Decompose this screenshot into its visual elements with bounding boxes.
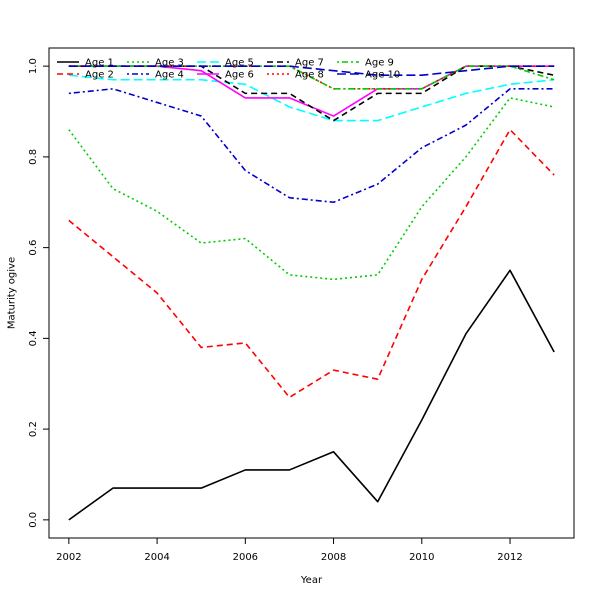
legend-label: Age 10 [365, 70, 400, 81]
legend-label: Age 2 [85, 70, 114, 81]
legend-label: Age 5 [225, 58, 254, 69]
x-tick-label: 2006 [233, 552, 258, 563]
legend-label: Age 7 [295, 58, 324, 69]
series-line-age-3 [68, 97, 555, 281]
legend-label: Age 1 [85, 58, 114, 69]
y-tick-label: 1.0 [28, 58, 39, 74]
y-axis: 0.0 0.2 0.4 0.6 0.8 1.0 [28, 58, 49, 528]
x-axis-title: Year [300, 575, 323, 586]
y-tick-label: 0.2 [28, 421, 39, 437]
y-tick-label: 0.4 [28, 330, 39, 346]
y-tick-label: 0.6 [28, 240, 39, 256]
series-line-age-1 [68, 269, 555, 521]
series-layer [68, 65, 555, 521]
series-line-age-10 [68, 65, 555, 77]
legend-label: Age 8 [295, 70, 324, 81]
legend-label: Age 6 [225, 70, 254, 81]
plot-frame [48, 47, 575, 539]
x-tick-label: 2002 [56, 552, 81, 563]
x-tick-label: 2008 [321, 552, 346, 563]
legend-label: Age 9 [365, 58, 394, 69]
x-tick-label: 2004 [144, 552, 169, 563]
y-tick-label: 0.8 [28, 149, 39, 165]
y-axis-title: Maturity ogive [7, 257, 18, 329]
x-tick-label: 2012 [497, 552, 522, 563]
legend-label: Age 3 [155, 58, 184, 69]
series-line-age-5 [68, 74, 555, 122]
x-axis: 2002 2004 2006 2008 2010 2012 [56, 538, 523, 563]
y-tick-label: 0.0 [28, 512, 39, 528]
series-line-age-2 [68, 128, 555, 399]
series-line-age-4 [68, 88, 555, 204]
x-tick-label: 2010 [409, 552, 434, 563]
legend-label: Age 4 [155, 70, 184, 81]
